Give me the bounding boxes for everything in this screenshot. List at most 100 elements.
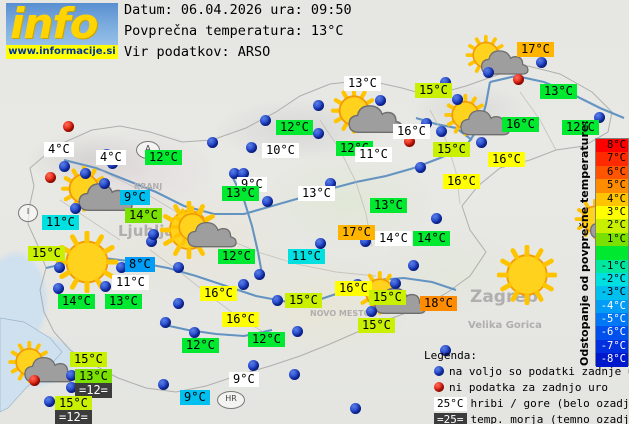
temperature-label: 14°C — [125, 208, 162, 223]
station-dot-available[interactable] — [80, 168, 91, 179]
station-dot-available[interactable] — [483, 67, 494, 78]
legend-red-dot-icon — [434, 382, 444, 392]
station-dot-available[interactable] — [238, 168, 249, 179]
station-dot-available[interactable] — [350, 403, 361, 414]
scale-row: -8°C — [596, 353, 628, 367]
station-dot-available[interactable] — [366, 306, 377, 317]
temperature-label: 16°C — [222, 312, 259, 327]
scale-row: 3°C — [596, 205, 628, 220]
scale-row: -3°C — [596, 286, 628, 300]
station-dot-available[interactable] — [289, 369, 300, 380]
temperature-label: 9°C — [180, 390, 210, 405]
temperature-label: 15°C — [415, 83, 452, 98]
legend-item-label: temp. morja (temno ozadje) — [470, 413, 629, 424]
sea-temperature-label: =12= — [75, 383, 112, 398]
station-dot-available[interactable] — [66, 382, 77, 393]
site-logo[interactable]: info www.informacije.si — [6, 3, 118, 59]
scale-row: 5°C — [596, 179, 628, 193]
temperature-label: 12°C — [276, 120, 313, 135]
station-dot-available[interactable] — [173, 262, 184, 273]
station-dot-available[interactable] — [272, 295, 283, 306]
scale-row: -6°C — [596, 326, 628, 340]
temperature-label: 11°C — [42, 215, 79, 230]
station-dot-available[interactable] — [254, 269, 265, 280]
station-dot-available[interactable] — [66, 370, 77, 381]
city-name-label: NOVO MESTO — [310, 309, 371, 318]
station-dot-available[interactable] — [431, 213, 442, 224]
temperature-label: 13°C — [222, 186, 259, 201]
station-dot-available[interactable] — [248, 360, 259, 371]
station-dot-available[interactable] — [408, 260, 419, 271]
station-dot-available[interactable] — [262, 196, 273, 207]
temperature-label: 12°C — [218, 249, 255, 264]
legend-item: ni podatka za zadnjo uro — [434, 380, 608, 395]
temperature-label: 12°C — [182, 338, 219, 353]
scale-row: -4°C — [596, 299, 628, 314]
station-dot-available[interactable] — [313, 100, 324, 111]
temperature-label: 16°C — [335, 281, 372, 296]
station-dot-available[interactable] — [260, 115, 271, 126]
station-dot-available[interactable] — [360, 236, 371, 247]
station-dot-available[interactable] — [148, 229, 159, 240]
station-dot-available[interactable] — [116, 262, 127, 273]
station-dot-available[interactable] — [440, 77, 451, 88]
station-dot-available[interactable] — [313, 128, 324, 139]
station-dot-available[interactable] — [173, 298, 184, 309]
station-dot-available[interactable] — [421, 118, 432, 129]
city-name-label: Velika Gorica — [468, 320, 542, 331]
station-dot-missing[interactable] — [45, 172, 56, 183]
legend-item-label: na voljo so podatki zadnje ure — [449, 365, 629, 378]
station-dot-available[interactable] — [160, 317, 171, 328]
station-dot-available[interactable] — [99, 178, 110, 189]
station-dot-available[interactable] — [536, 57, 547, 68]
temperature-label: 13°C — [105, 294, 142, 309]
station-dot-available[interactable] — [594, 112, 605, 123]
legend-title: Legenda: — [424, 349, 477, 362]
temperature-label: 12°C — [145, 150, 182, 165]
temperature-label: 9°C — [229, 372, 259, 387]
temperature-label: 16°C — [393, 124, 430, 139]
temperature-label: 16°C — [502, 117, 539, 132]
scale-row: -7°C — [596, 339, 628, 354]
station-dot-available[interactable] — [146, 236, 157, 247]
header-date-time: Datum: 06.04.2026 ura: 09:50 — [124, 2, 352, 18]
station-dot-available[interactable] — [390, 278, 401, 289]
station-dot-available[interactable] — [375, 95, 386, 106]
station-dot-missing[interactable] — [404, 136, 415, 147]
temperature-label: 4°C — [44, 142, 74, 157]
station-dot-available[interactable] — [325, 178, 336, 189]
station-dot-missing[interactable] — [29, 375, 40, 386]
station-dot-available[interactable] — [436, 126, 447, 137]
station-dot-available[interactable] — [315, 238, 326, 249]
scale-row: 6°C — [596, 165, 628, 180]
legend-item-label: ni podatka za zadnjo uro — [449, 381, 608, 394]
temperature-label: 18°C — [420, 296, 457, 311]
sun-icon — [55, 230, 119, 297]
station-dot-available[interactable] — [238, 279, 249, 290]
station-dot-available[interactable] — [246, 142, 257, 153]
station-dot-available[interactable] — [53, 283, 64, 294]
station-dot-available[interactable] — [292, 326, 303, 337]
sun-cloud-icon — [170, 204, 242, 260]
station-dot-available[interactable] — [229, 168, 240, 179]
station-dot-available[interactable] — [415, 162, 426, 173]
station-dot-available[interactable] — [158, 379, 169, 390]
station-dot-available[interactable] — [440, 345, 451, 356]
temperature-label: 16°C — [200, 286, 237, 301]
station-dot-available[interactable] — [476, 137, 487, 148]
temperature-label: 12°C — [562, 120, 599, 135]
temperature-label: 13°C — [298, 186, 335, 201]
station-dot-available[interactable] — [207, 137, 218, 148]
station-dot-available[interactable] — [54, 262, 65, 273]
station-dot-missing[interactable] — [513, 74, 524, 85]
temperature-label: 14°C — [58, 294, 95, 309]
temperature-label: 14°C — [413, 231, 450, 246]
station-dot-available[interactable] — [452, 94, 463, 105]
station-dot-available[interactable] — [70, 203, 81, 214]
station-dot-missing[interactable] — [63, 121, 74, 132]
station-dot-available[interactable] — [189, 327, 200, 338]
station-dot-available[interactable] — [59, 161, 70, 172]
station-dot-available[interactable] — [100, 281, 111, 292]
station-dot-available[interactable] — [44, 396, 55, 407]
